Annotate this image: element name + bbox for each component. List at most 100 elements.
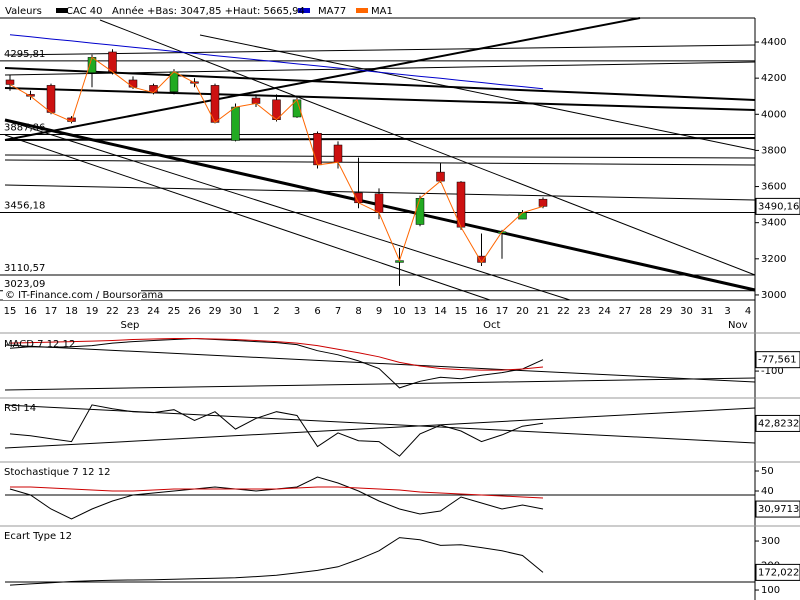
y-tick-label: 3600 <box>761 182 786 193</box>
trend-line <box>4 17 641 141</box>
legend-label: CAC 40 <box>66 6 103 17</box>
x-tick-label: 30 <box>229 306 242 317</box>
x-tick-label: 15 <box>455 306 468 317</box>
last-value-box <box>755 414 800 432</box>
y-tick-label: 50 <box>761 466 774 477</box>
candle-body <box>251 97 261 104</box>
candle-body <box>128 79 138 88</box>
x-tick-label: 8 <box>355 306 361 317</box>
x-tick-label: 26 <box>188 306 201 317</box>
last-value-box <box>755 351 800 369</box>
y-tick-label: 40 <box>761 486 774 497</box>
x-tick-label: 27 <box>619 306 632 317</box>
trend-line <box>4 344 756 383</box>
candle-body <box>538 198 548 207</box>
last-value-box <box>755 197 800 215</box>
legend-swatch <box>56 8 68 13</box>
x-tick-label: 14 <box>434 306 447 317</box>
legend-swatch <box>356 8 368 13</box>
candle-body <box>5 79 15 85</box>
x-tick-label: 10 <box>393 306 406 317</box>
y-tick-label: 4000 <box>761 109 786 120</box>
x-tick-label: 20 <box>516 306 529 317</box>
y-tick-label: 3200 <box>761 254 786 265</box>
level-label: 3023,09 <box>4 279 45 290</box>
series-line <box>10 486 544 499</box>
x-tick-label: 18 <box>65 306 78 317</box>
level-label: 3456,18 <box>4 201 45 212</box>
x-tick-label: 25 <box>168 306 181 317</box>
trend-line <box>4 154 756 159</box>
series-line <box>9 34 544 90</box>
series-line <box>9 537 544 586</box>
y-tick-label: 3000 <box>761 290 786 301</box>
x-tick-label: 4 <box>745 306 751 317</box>
candle-body <box>313 133 322 166</box>
x-tick-label: 2 <box>273 306 279 317</box>
y-tick-label: 4400 <box>761 37 786 48</box>
candle-body <box>231 106 240 141</box>
y-tick-label: 300 <box>761 536 780 547</box>
panel-title: Stochastique 7 12 12 <box>4 467 110 478</box>
candle-body <box>108 51 117 73</box>
x-tick-label: 22 <box>557 306 570 317</box>
legend-label: MA1 <box>371 6 393 17</box>
x-tick-label: 30 <box>680 306 693 317</box>
x-tick-label: 29 <box>209 306 222 317</box>
month-label: Oct <box>483 320 500 331</box>
level-label: 3887,86 <box>4 123 45 134</box>
candle-body <box>415 198 425 225</box>
panel-title: MACD 7 12 12 <box>4 339 75 350</box>
x-tick-label: 7 <box>335 306 341 317</box>
trend-line <box>4 61 756 76</box>
level-label: 3110,57 <box>4 263 45 274</box>
series-line <box>9 404 544 457</box>
source: © IT-Finance.com / Boursorama <box>5 290 163 301</box>
legend-title: Valeurs <box>5 6 42 17</box>
x-tick-label: 3 <box>724 306 730 317</box>
trend-line <box>4 377 756 391</box>
trend-line <box>4 159 756 166</box>
subtitle: Année +Bas: 3047,85 +Haut: 5665,94 <box>112 5 305 17</box>
candle-body <box>374 193 384 213</box>
trend-line <box>4 134 491 301</box>
y-tick-label: 100 <box>761 585 780 596</box>
source-bg <box>3 289 141 300</box>
x-tick-label: 31 <box>701 306 714 317</box>
x-tick-label: 24 <box>147 306 160 317</box>
candle-body <box>333 144 343 163</box>
trend-line <box>4 119 571 301</box>
trend-line <box>4 407 756 449</box>
series-line <box>9 338 544 371</box>
trend-line <box>4 184 756 201</box>
panel-title: RSI 14 <box>4 403 36 414</box>
x-tick-label: 13 <box>414 306 427 317</box>
last-value-label: 42,8232 <box>758 418 799 429</box>
x-tick-label: 1 <box>253 306 259 317</box>
trend-line <box>199 34 756 151</box>
x-tick-label: 28 <box>639 306 652 317</box>
last-value-label: 172,0224 <box>758 567 800 578</box>
series-line <box>9 337 544 389</box>
x-tick-label: 15 <box>4 306 17 317</box>
panel-title: Ecart Type 12 <box>4 531 72 542</box>
x-tick-label: 3 <box>294 306 300 317</box>
trend-line <box>99 19 756 276</box>
trend-line <box>4 87 756 111</box>
x-tick-label: 23 <box>127 306 140 317</box>
y-tick-label: -100 <box>761 366 784 377</box>
last-value-label: 30,9713 <box>758 504 799 515</box>
last-value-label: -77,561 <box>758 355 797 366</box>
trend-line <box>4 44 756 56</box>
level-label: 4295,81 <box>4 49 45 60</box>
x-tick-label: 9 <box>376 306 382 317</box>
x-tick-label: 24 <box>598 306 611 317</box>
last-value-box <box>755 563 800 581</box>
x-tick-label: 21 <box>537 306 550 317</box>
trend-line <box>4 137 756 141</box>
trend-lines <box>4 17 756 583</box>
candle-body <box>46 85 56 113</box>
month-label: Nov <box>728 320 748 331</box>
